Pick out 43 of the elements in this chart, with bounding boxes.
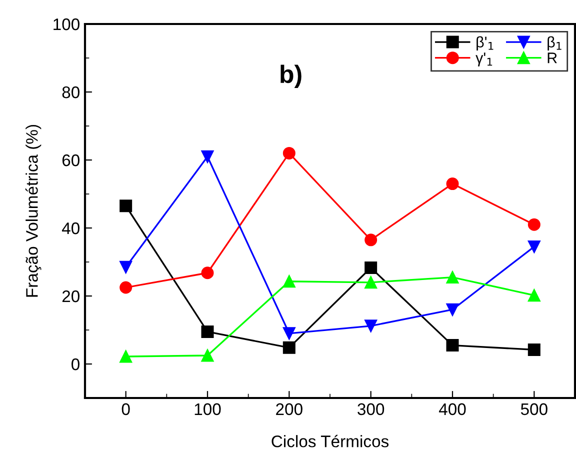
point	[201, 325, 214, 338]
legend-label: R	[548, 52, 557, 64]
y-tick-label: 40	[62, 222, 80, 234]
y-tick-label: 80	[62, 86, 80, 98]
point	[201, 349, 214, 362]
legend-label: β$_{1}$	[548, 36, 562, 50]
point	[120, 350, 132, 363]
legend-label: γ'$_{1}$	[476, 52, 492, 66]
y-tick-label: 100	[54, 18, 80, 30]
point	[528, 343, 540, 356]
point	[528, 289, 540, 302]
y-tick-label: 20	[62, 290, 80, 302]
point	[120, 281, 132, 294]
x-tick-label: 200	[276, 403, 302, 416]
point	[528, 240, 540, 253]
point	[364, 320, 378, 332]
point	[528, 218, 540, 231]
point	[282, 146, 296, 160]
point	[120, 260, 132, 274]
annotation: b)	[280, 64, 302, 88]
x-axis-title: Ciclos Térmicos	[272, 434, 389, 448]
x-tick-label: 100	[194, 403, 221, 416]
x-tick-label: 500	[520, 403, 548, 416]
x-tick-label: 400	[438, 403, 466, 416]
point	[120, 200, 132, 212]
y-axis-title: Fração Volumétrica (%)	[25, 124, 42, 297]
point	[364, 276, 378, 289]
point	[446, 178, 459, 190]
point	[446, 271, 459, 284]
point	[201, 150, 214, 163]
y-tick-label: 60	[62, 154, 80, 166]
point	[282, 275, 296, 288]
point	[364, 234, 378, 246]
y-tick-label: 0	[72, 358, 80, 370]
point	[282, 327, 296, 340]
point	[282, 341, 296, 354]
point	[201, 266, 214, 280]
x-tick-label: 300	[358, 403, 384, 416]
x-tick-label: 0	[122, 403, 130, 416]
point	[446, 339, 459, 352]
point	[446, 303, 459, 316]
point	[364, 262, 378, 274]
legend-label: β'$_{1}$	[476, 36, 494, 50]
